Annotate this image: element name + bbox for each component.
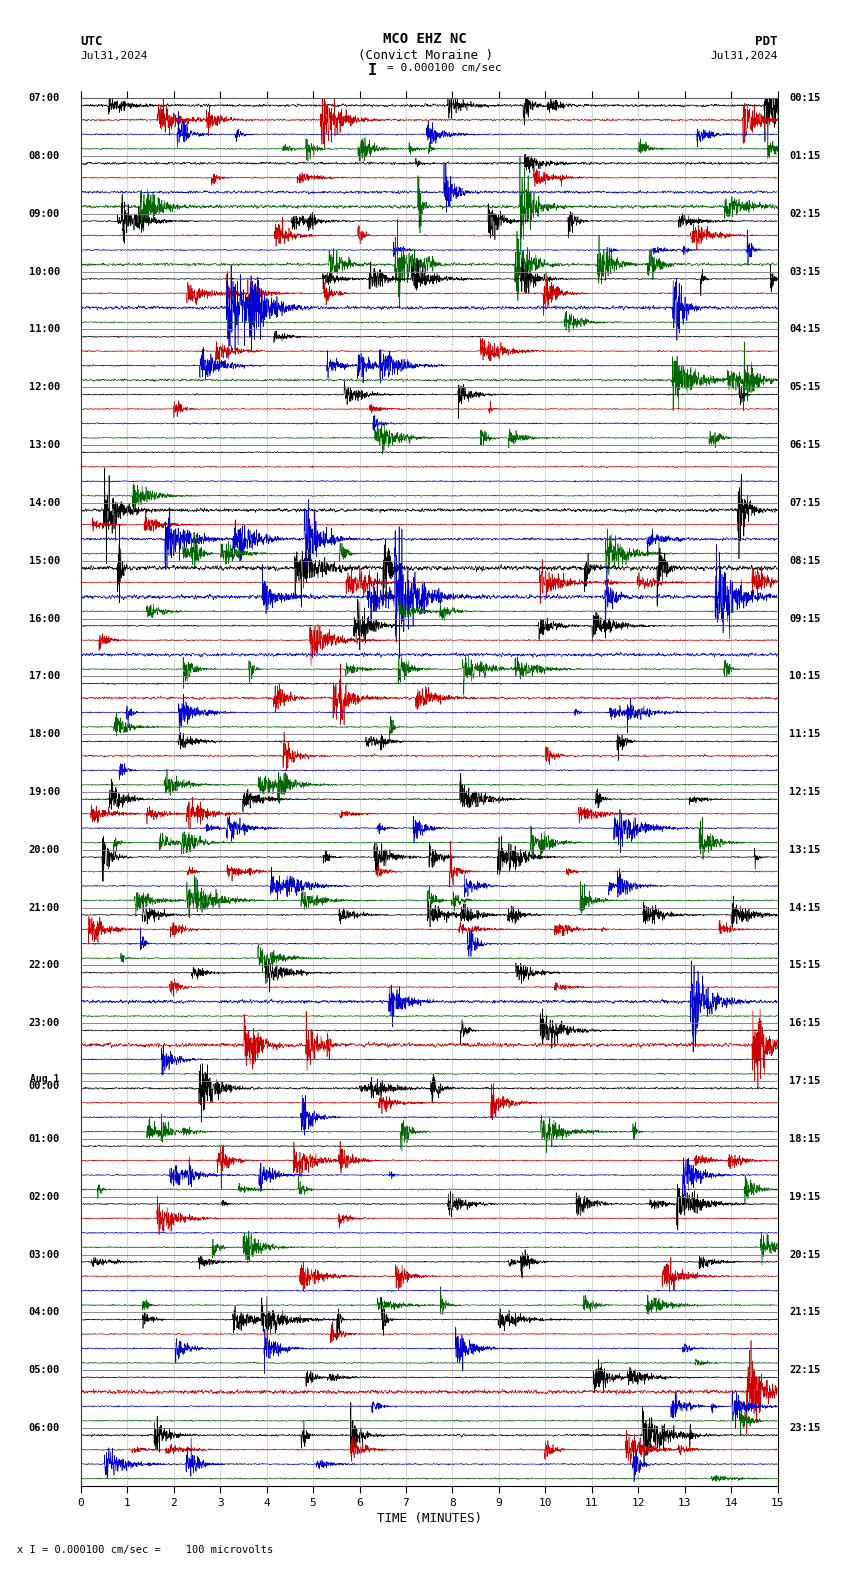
Text: 07:15: 07:15 xyxy=(790,497,820,508)
Text: 04:00: 04:00 xyxy=(29,1307,60,1318)
Text: UTC: UTC xyxy=(81,35,103,48)
Text: 14:00: 14:00 xyxy=(29,497,60,508)
Text: 00:15: 00:15 xyxy=(790,93,820,103)
Text: 11:15: 11:15 xyxy=(790,729,820,740)
Text: 20:15: 20:15 xyxy=(790,1250,820,1259)
Text: 14:15: 14:15 xyxy=(790,903,820,912)
Text: 19:15: 19:15 xyxy=(790,1191,820,1202)
Text: 01:00: 01:00 xyxy=(29,1134,60,1144)
Text: 16:15: 16:15 xyxy=(790,1019,820,1028)
Text: 02:15: 02:15 xyxy=(790,209,820,219)
Text: 17:00: 17:00 xyxy=(29,672,60,681)
Text: 22:15: 22:15 xyxy=(790,1365,820,1375)
Text: 18:00: 18:00 xyxy=(29,729,60,740)
Text: PDT: PDT xyxy=(756,35,778,48)
Text: 02:00: 02:00 xyxy=(29,1191,60,1202)
Text: 05:00: 05:00 xyxy=(29,1365,60,1375)
Text: 06:15: 06:15 xyxy=(790,440,820,450)
Text: 23:15: 23:15 xyxy=(790,1422,820,1434)
Text: 21:00: 21:00 xyxy=(29,903,60,912)
Text: 11:00: 11:00 xyxy=(29,325,60,334)
Text: Jul31,2024: Jul31,2024 xyxy=(711,51,778,60)
Text: MCO EHZ NC: MCO EHZ NC xyxy=(383,32,467,46)
Text: 23:00: 23:00 xyxy=(29,1019,60,1028)
Text: 13:15: 13:15 xyxy=(790,844,820,855)
Text: 07:00: 07:00 xyxy=(29,93,60,103)
Text: = 0.000100 cm/sec: = 0.000100 cm/sec xyxy=(387,63,501,73)
Text: 16:00: 16:00 xyxy=(29,613,60,624)
Text: 20:00: 20:00 xyxy=(29,844,60,855)
Text: 10:00: 10:00 xyxy=(29,266,60,277)
X-axis label: TIME (MINUTES): TIME (MINUTES) xyxy=(377,1511,482,1525)
Text: 03:00: 03:00 xyxy=(29,1250,60,1259)
Text: 13:00: 13:00 xyxy=(29,440,60,450)
Text: 15:15: 15:15 xyxy=(790,960,820,971)
Text: 04:15: 04:15 xyxy=(790,325,820,334)
Text: 08:15: 08:15 xyxy=(790,556,820,565)
Text: I: I xyxy=(368,63,377,78)
Text: 10:15: 10:15 xyxy=(790,672,820,681)
Text: 00:00: 00:00 xyxy=(29,1082,60,1091)
Text: 15:00: 15:00 xyxy=(29,556,60,565)
Text: 21:15: 21:15 xyxy=(790,1307,820,1318)
Text: 09:15: 09:15 xyxy=(790,613,820,624)
Text: 19:00: 19:00 xyxy=(29,787,60,797)
Text: Aug 1: Aug 1 xyxy=(31,1074,60,1083)
Text: 17:15: 17:15 xyxy=(790,1076,820,1087)
Text: 12:00: 12:00 xyxy=(29,382,60,393)
Text: 06:00: 06:00 xyxy=(29,1422,60,1434)
Text: 03:15: 03:15 xyxy=(790,266,820,277)
Text: 12:15: 12:15 xyxy=(790,787,820,797)
Text: 18:15: 18:15 xyxy=(790,1134,820,1144)
Text: 05:15: 05:15 xyxy=(790,382,820,393)
Text: (Convict Moraine ): (Convict Moraine ) xyxy=(358,49,492,62)
Text: Jul31,2024: Jul31,2024 xyxy=(81,51,148,60)
Text: 08:00: 08:00 xyxy=(29,150,60,162)
Text: 22:00: 22:00 xyxy=(29,960,60,971)
Text: 01:15: 01:15 xyxy=(790,150,820,162)
Text: x I = 0.000100 cm/sec =    100 microvolts: x I = 0.000100 cm/sec = 100 microvolts xyxy=(17,1546,273,1555)
Text: 09:00: 09:00 xyxy=(29,209,60,219)
